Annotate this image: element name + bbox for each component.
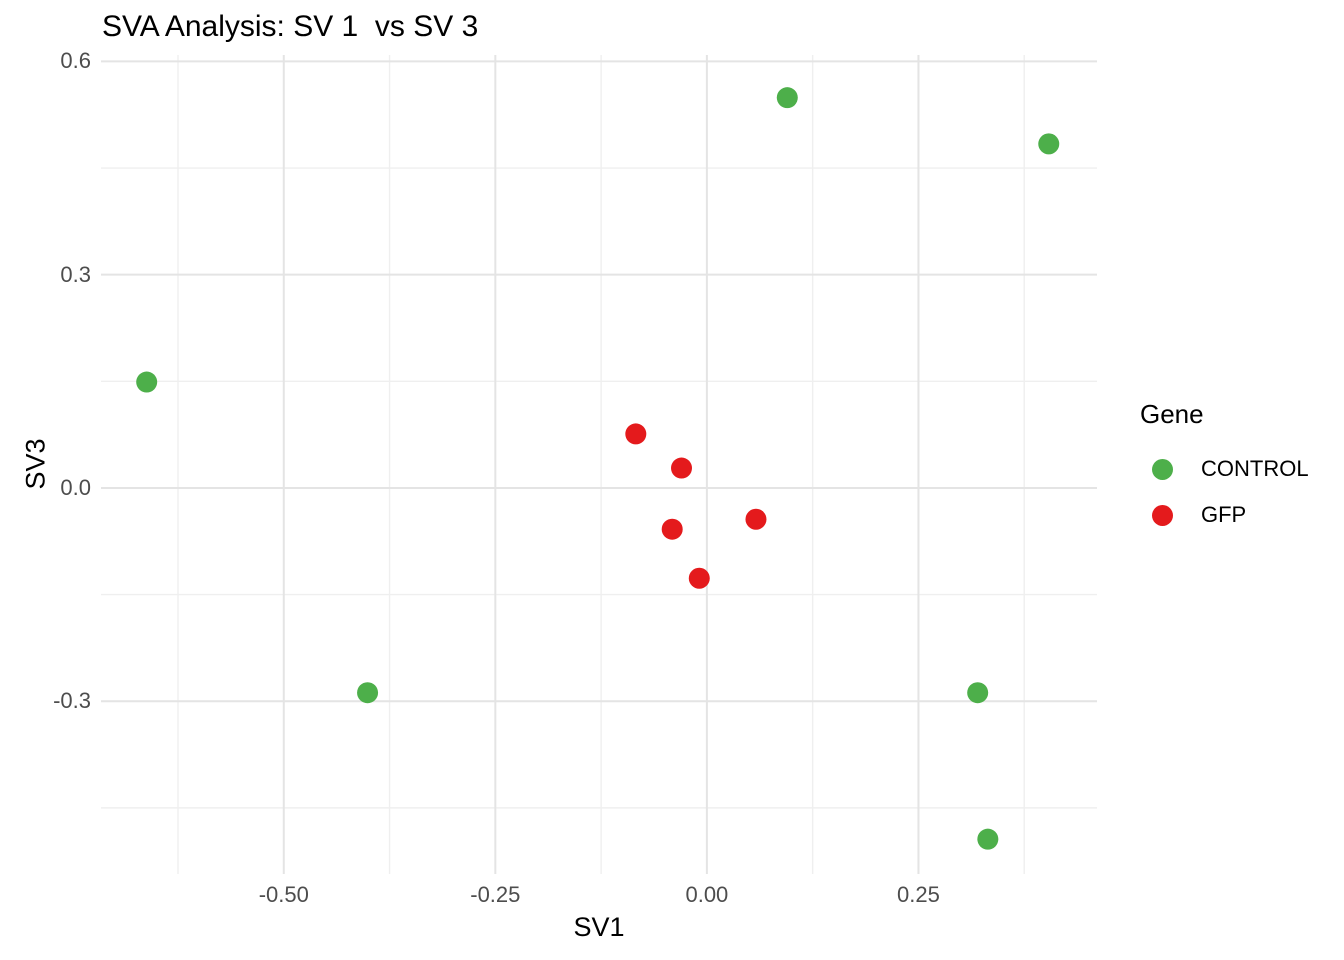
y-tick-label: 0.3: [60, 261, 91, 287]
y-tick-label: 0.6: [60, 48, 91, 74]
legend-label: CONTROL: [1201, 456, 1309, 481]
x-tick-label: 0.25: [897, 882, 940, 907]
data-point-gfp: [625, 423, 647, 445]
data-point-control: [977, 828, 999, 850]
chart-title: SVA Analysis: SV 1 vs SV 3: [102, 10, 479, 43]
legend-items: CONTROL GFP: [1140, 446, 1309, 538]
legend-swatch-icon: [1152, 458, 1173, 480]
legend-swatch-icon: [1152, 504, 1173, 526]
data-point-control: [357, 682, 379, 704]
plot-panel: [101, 55, 1097, 874]
data-point-control: [136, 371, 158, 393]
legend-label: GFP: [1201, 502, 1247, 527]
data-point-control: [1038, 133, 1060, 155]
legend: Gene CONTROL GFP: [1140, 399, 1309, 538]
data-point-control: [967, 682, 989, 704]
data-point-gfp: [671, 457, 693, 479]
data-point-gfp: [745, 508, 767, 530]
data-point-gfp: [688, 567, 710, 589]
legend-item-control: CONTROL: [1140, 446, 1309, 492]
x-tick-label: -0.50: [258, 882, 309, 907]
y-tick-label: 0.0: [60, 474, 91, 500]
x-axis-title: SV1: [573, 912, 625, 942]
x-tick-label: 0.00: [685, 882, 729, 907]
legend-item-gfp: GFP: [1140, 492, 1309, 538]
y-tick-label: -0.3: [53, 688, 91, 714]
data-point-control: [776, 87, 798, 109]
y-axis-title: SV3: [20, 438, 51, 490]
data-point-gfp: [661, 518, 683, 540]
x-tick-label: -0.25: [470, 882, 521, 907]
legend-title: Gene: [1140, 399, 1204, 429]
